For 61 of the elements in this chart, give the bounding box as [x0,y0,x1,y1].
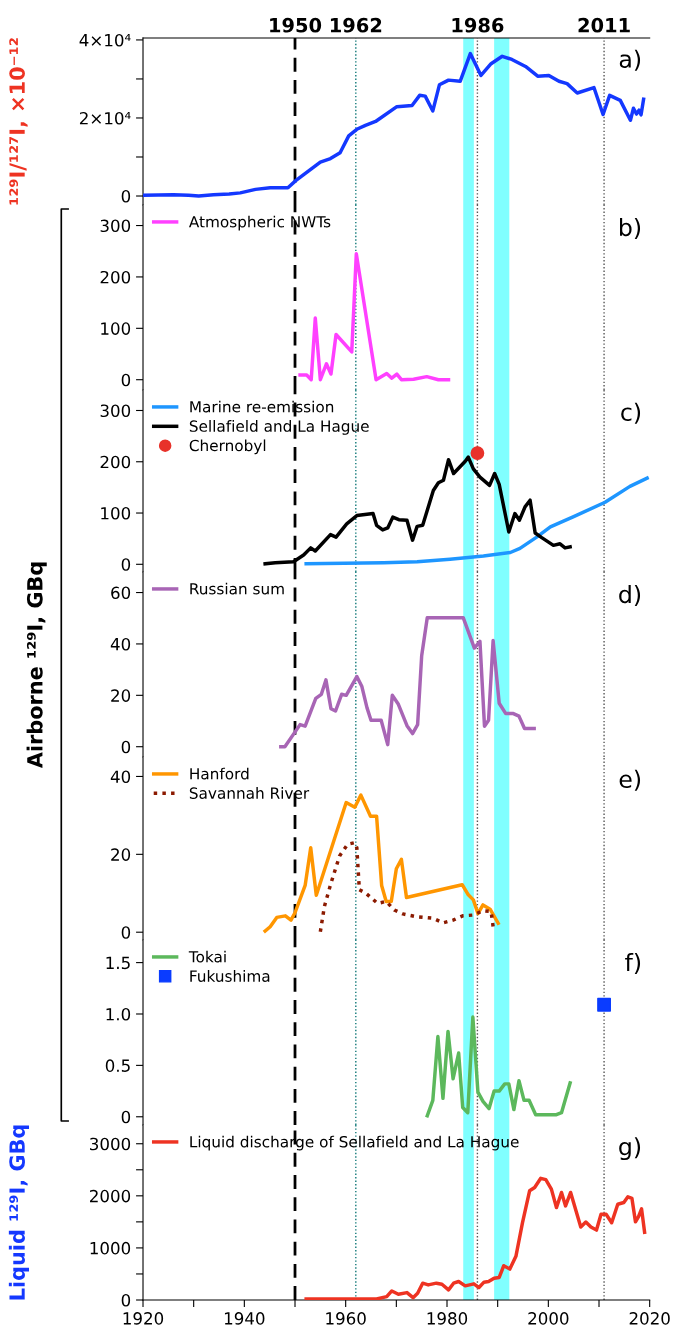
line-series [304,1176,647,1300]
y-tick-label: 0 [121,926,131,939]
y-tick-label: 300 [100,219,131,233]
annotation: e) [619,769,641,791]
y-tick-label: 2×10⁴ [79,111,131,125]
legend-label: Atmospheric NWTs [188,215,331,231]
y-tick-label: 200 [100,270,131,284]
line-series [279,615,536,749]
x-tick-label: 1980 [427,1312,468,1325]
x-tick-label: 1940 [224,1312,265,1325]
line-series [304,476,649,566]
line-series [318,840,496,934]
y-axis-title: Airborne ¹²⁹I, GBq [26,562,47,769]
ref-line-label: 2011 [578,17,630,33]
y-tick-label: 2000 [90,1189,131,1203]
annotation: c) [621,402,641,424]
x-tick-label: 2000 [528,1312,569,1325]
annotation: f) [625,952,641,974]
annotation: b) [620,217,641,239]
y-tick-label: 3000 [90,1137,131,1151]
y-tick-label: 0 [121,558,131,571]
y-tick-label: 4×10⁴ [79,33,131,47]
y-axis-title: ¹²⁹I/¹²⁷I, ×10⁻¹² [9,38,28,205]
y-tick-label: 0.5 [105,1059,130,1072]
y-tick-label: 20 [111,848,131,861]
y-tick-label: 60 [111,586,131,600]
y-tick-label: 0 [121,740,131,754]
x-tick-label: 1920 [123,1312,164,1325]
legend-label: Fukushima [190,970,270,982]
legend-label: Tokai [188,950,226,963]
legend-label: Hanford [190,767,249,780]
y-tick-label: 1.0 [106,1007,131,1021]
line-series [425,1015,572,1118]
x-tick-label: 2020 [629,1312,670,1325]
y-tick-label: 40 [110,637,131,651]
y-axis-title: Liquid ¹²⁹I, GBq [8,1125,30,1300]
ref-line-label: 1962 [330,17,382,33]
y-tick-label: 1000 [90,1241,131,1255]
legend-label: Russian sum [190,582,284,595]
line-series [298,252,451,382]
line-series [143,51,646,198]
y-tick-label: 1.5 [106,956,130,970]
y-tick-label: 0 [121,189,131,203]
annotation: d) [619,584,641,606]
y-tick-label: 0 [121,373,131,387]
annotation: a) [619,49,641,71]
y-tick-label: 100 [101,506,131,520]
y-tick-label: 300 [100,404,131,418]
legend-label: Sellafield and La Hague [189,420,369,435]
y-tick-label: 20 [111,689,131,702]
y-tick-label: 40 [110,770,131,784]
y-tick-label: 100 [101,322,131,335]
annotation: g) [619,1137,641,1161]
y-tick-label: 0 [121,1110,131,1124]
ref-line-label: 1986 [452,17,504,33]
ref-line-label: 1950 [270,17,322,33]
x-tick-label: 1960 [326,1312,366,1325]
y-tick-label: 200 [100,455,131,469]
y-tick-label: 0 [121,1293,131,1307]
legend-label: Liquid discharge of Sellafield and La Hague [190,1135,519,1151]
legend-label: Chernobyl [189,439,266,455]
